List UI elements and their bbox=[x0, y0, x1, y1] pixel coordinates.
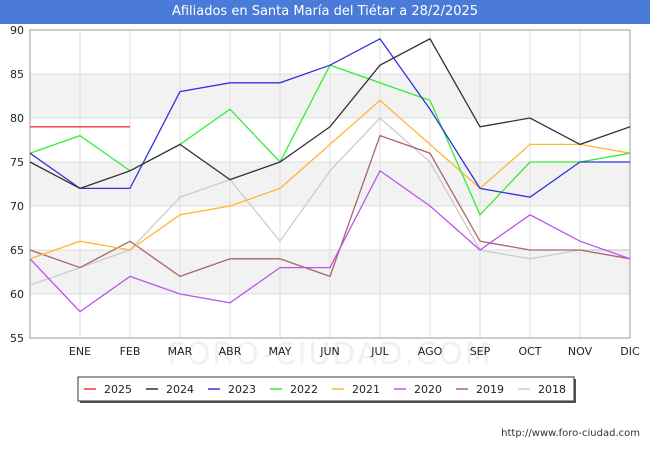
y-tick-label: 60 bbox=[10, 288, 24, 301]
x-tick-label: MAR bbox=[168, 345, 193, 358]
x-tick-label: FEB bbox=[120, 345, 141, 358]
y-tick-labels: 55 60 65 70 75 80 85 90 bbox=[10, 24, 24, 345]
watermark: FORO-CIUDAD.COM bbox=[168, 337, 493, 372]
x-tick-label: SEP bbox=[470, 345, 491, 358]
x-tick-label: AGO bbox=[418, 345, 443, 358]
x-tick-labels: ENE FEB MAR ABR MAY JUN JUL AGO SEP OCT NOV DIC bbox=[69, 345, 640, 358]
source-url[interactable]: http://www.foro-ciudad.com bbox=[501, 428, 640, 439]
y-tick-label: 90 bbox=[10, 24, 24, 37]
series-lines bbox=[29, 37, 631, 313]
legend-label-2022: 2022 bbox=[290, 383, 318, 396]
legend-box bbox=[77, 376, 575, 402]
x-tick-label: JUL bbox=[370, 345, 389, 358]
series-line-2020 bbox=[29, 169, 631, 313]
series-line-2023 bbox=[29, 37, 630, 198]
x-tick-label: JUN bbox=[319, 345, 340, 358]
legend-label-2019: 2019 bbox=[476, 383, 504, 396]
axes bbox=[29, 29, 631, 339]
legend-label-2020: 2020 bbox=[414, 383, 442, 396]
x-tick-label: MAY bbox=[269, 345, 292, 358]
x-tick-label: ENE bbox=[69, 345, 91, 358]
y-tick-label: 75 bbox=[10, 156, 24, 169]
series-line-2019 bbox=[29, 134, 631, 278]
chart-area: FORO-CIUDAD.COM 55 60 65 70 75 80 85 90 ENE FEB M… bbox=[0, 24, 650, 450]
y-tick-label: 80 bbox=[10, 112, 24, 125]
legend-label-2018: 2018 bbox=[538, 383, 566, 396]
legend-label-2021: 2021 bbox=[352, 383, 380, 396]
x-tick-label: ABR bbox=[219, 345, 242, 358]
plot-frame bbox=[29, 29, 631, 339]
legend: 2025 2024 2023 2022 2021 2020 2019 2018 bbox=[77, 376, 576, 403]
y-tick-label: 70 bbox=[10, 200, 24, 213]
line-chart: FORO-CIUDAD.COM 55 60 65 70 75 80 85 90 ENE FEB M… bbox=[10, 24, 640, 439]
legend-label-2024: 2024 bbox=[166, 383, 194, 396]
chart-title: Afiliados en Santa María del Tiétar a 28… bbox=[0, 0, 650, 24]
legend-label-2025: 2025 bbox=[104, 383, 132, 396]
x-tick-label: NOV bbox=[568, 345, 593, 358]
x-tick-label: OCT bbox=[518, 345, 541, 358]
y-tick-label: 85 bbox=[10, 68, 24, 81]
y-tick-label: 65 bbox=[10, 244, 24, 257]
legend-label-2023: 2023 bbox=[228, 383, 256, 396]
x-tick-label: DIC bbox=[620, 345, 640, 358]
series-line-2021 bbox=[29, 99, 631, 260]
y-tick-label: 55 bbox=[10, 332, 24, 345]
series-line-2024 bbox=[29, 37, 631, 190]
